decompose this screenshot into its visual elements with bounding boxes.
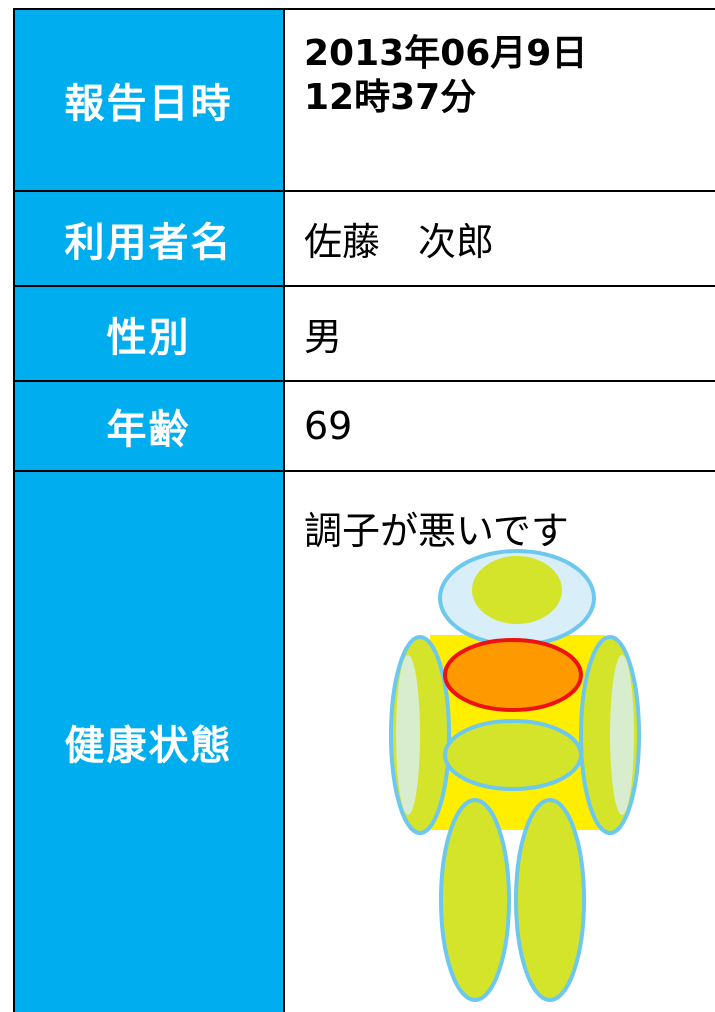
rule (14, 190, 715, 192)
rule (14, 470, 715, 472)
rule (14, 8, 715, 10)
time-line: 12時37分 (304, 77, 477, 118)
value-gender: 男 (304, 315, 343, 359)
value-health: 調子が悪いです (304, 509, 569, 553)
rule (14, 380, 715, 382)
label-user-name: 利用者名 (14, 192, 283, 285)
rule (283, 8, 285, 1012)
right-arm-shine (610, 655, 634, 815)
rule (13, 8, 15, 1012)
head (472, 556, 562, 624)
left-leg (439, 798, 511, 1002)
value-report-date: 2013年06月9日 12時37分 (284, 10, 715, 190)
label-gender: 性別 (14, 287, 283, 380)
date-line: 2013年06月9日 (304, 33, 588, 74)
abdomen (443, 719, 583, 791)
right-leg (514, 798, 586, 1002)
label-age: 年齢 (14, 382, 283, 470)
label-report-date: 報告日時 (14, 10, 283, 190)
left-arm-shine (396, 655, 420, 815)
body-diagram (389, 549, 641, 1002)
chest (443, 638, 583, 712)
value-user-name: 佐藤 次郎 (304, 220, 495, 264)
label-health: 健康状態 (14, 472, 283, 1012)
value-age: 69 (304, 404, 353, 448)
rule (14, 285, 715, 287)
